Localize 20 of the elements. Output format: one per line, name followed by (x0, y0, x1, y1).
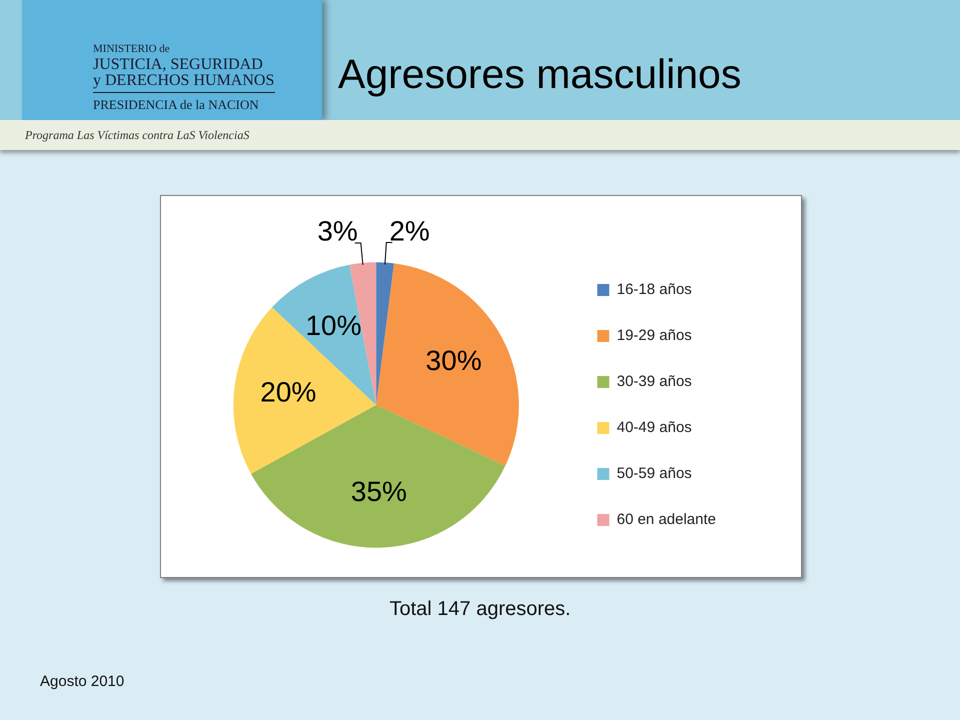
chart-title: Agresores masculinos (338, 51, 742, 97)
data-label: 10% (305, 310, 362, 342)
text: Agosto 2010 (40, 673, 124, 690)
legend-label: 19-29 años (616, 327, 692, 344)
legend-label: 40-49 años (616, 419, 692, 436)
text: y DERECHOS HUMANOS (93, 72, 274, 89)
text: Programa Las Víctimas contra LaS ViolenciaS (25, 128, 250, 142)
text: PRESIDENCIA de la NACION (93, 97, 259, 112)
text: JUSTICIA, SEGURIDAD (93, 56, 263, 73)
data-label: 35% (350, 476, 407, 508)
text: MINISTERIO de (93, 43, 170, 55)
data-label: 20% (260, 376, 316, 408)
legend-label: 16-18 años (616, 281, 692, 298)
data-label: 30% (426, 345, 482, 376)
legend-label: 60 en adelante (616, 511, 716, 528)
legend-label: 30-39 años (616, 373, 692, 390)
text: Total 147 agresores. (390, 598, 571, 620)
legend-label: 50-59 años (616, 465, 692, 482)
data-label: 2% (389, 215, 430, 246)
data-label: 3% (317, 216, 358, 247)
